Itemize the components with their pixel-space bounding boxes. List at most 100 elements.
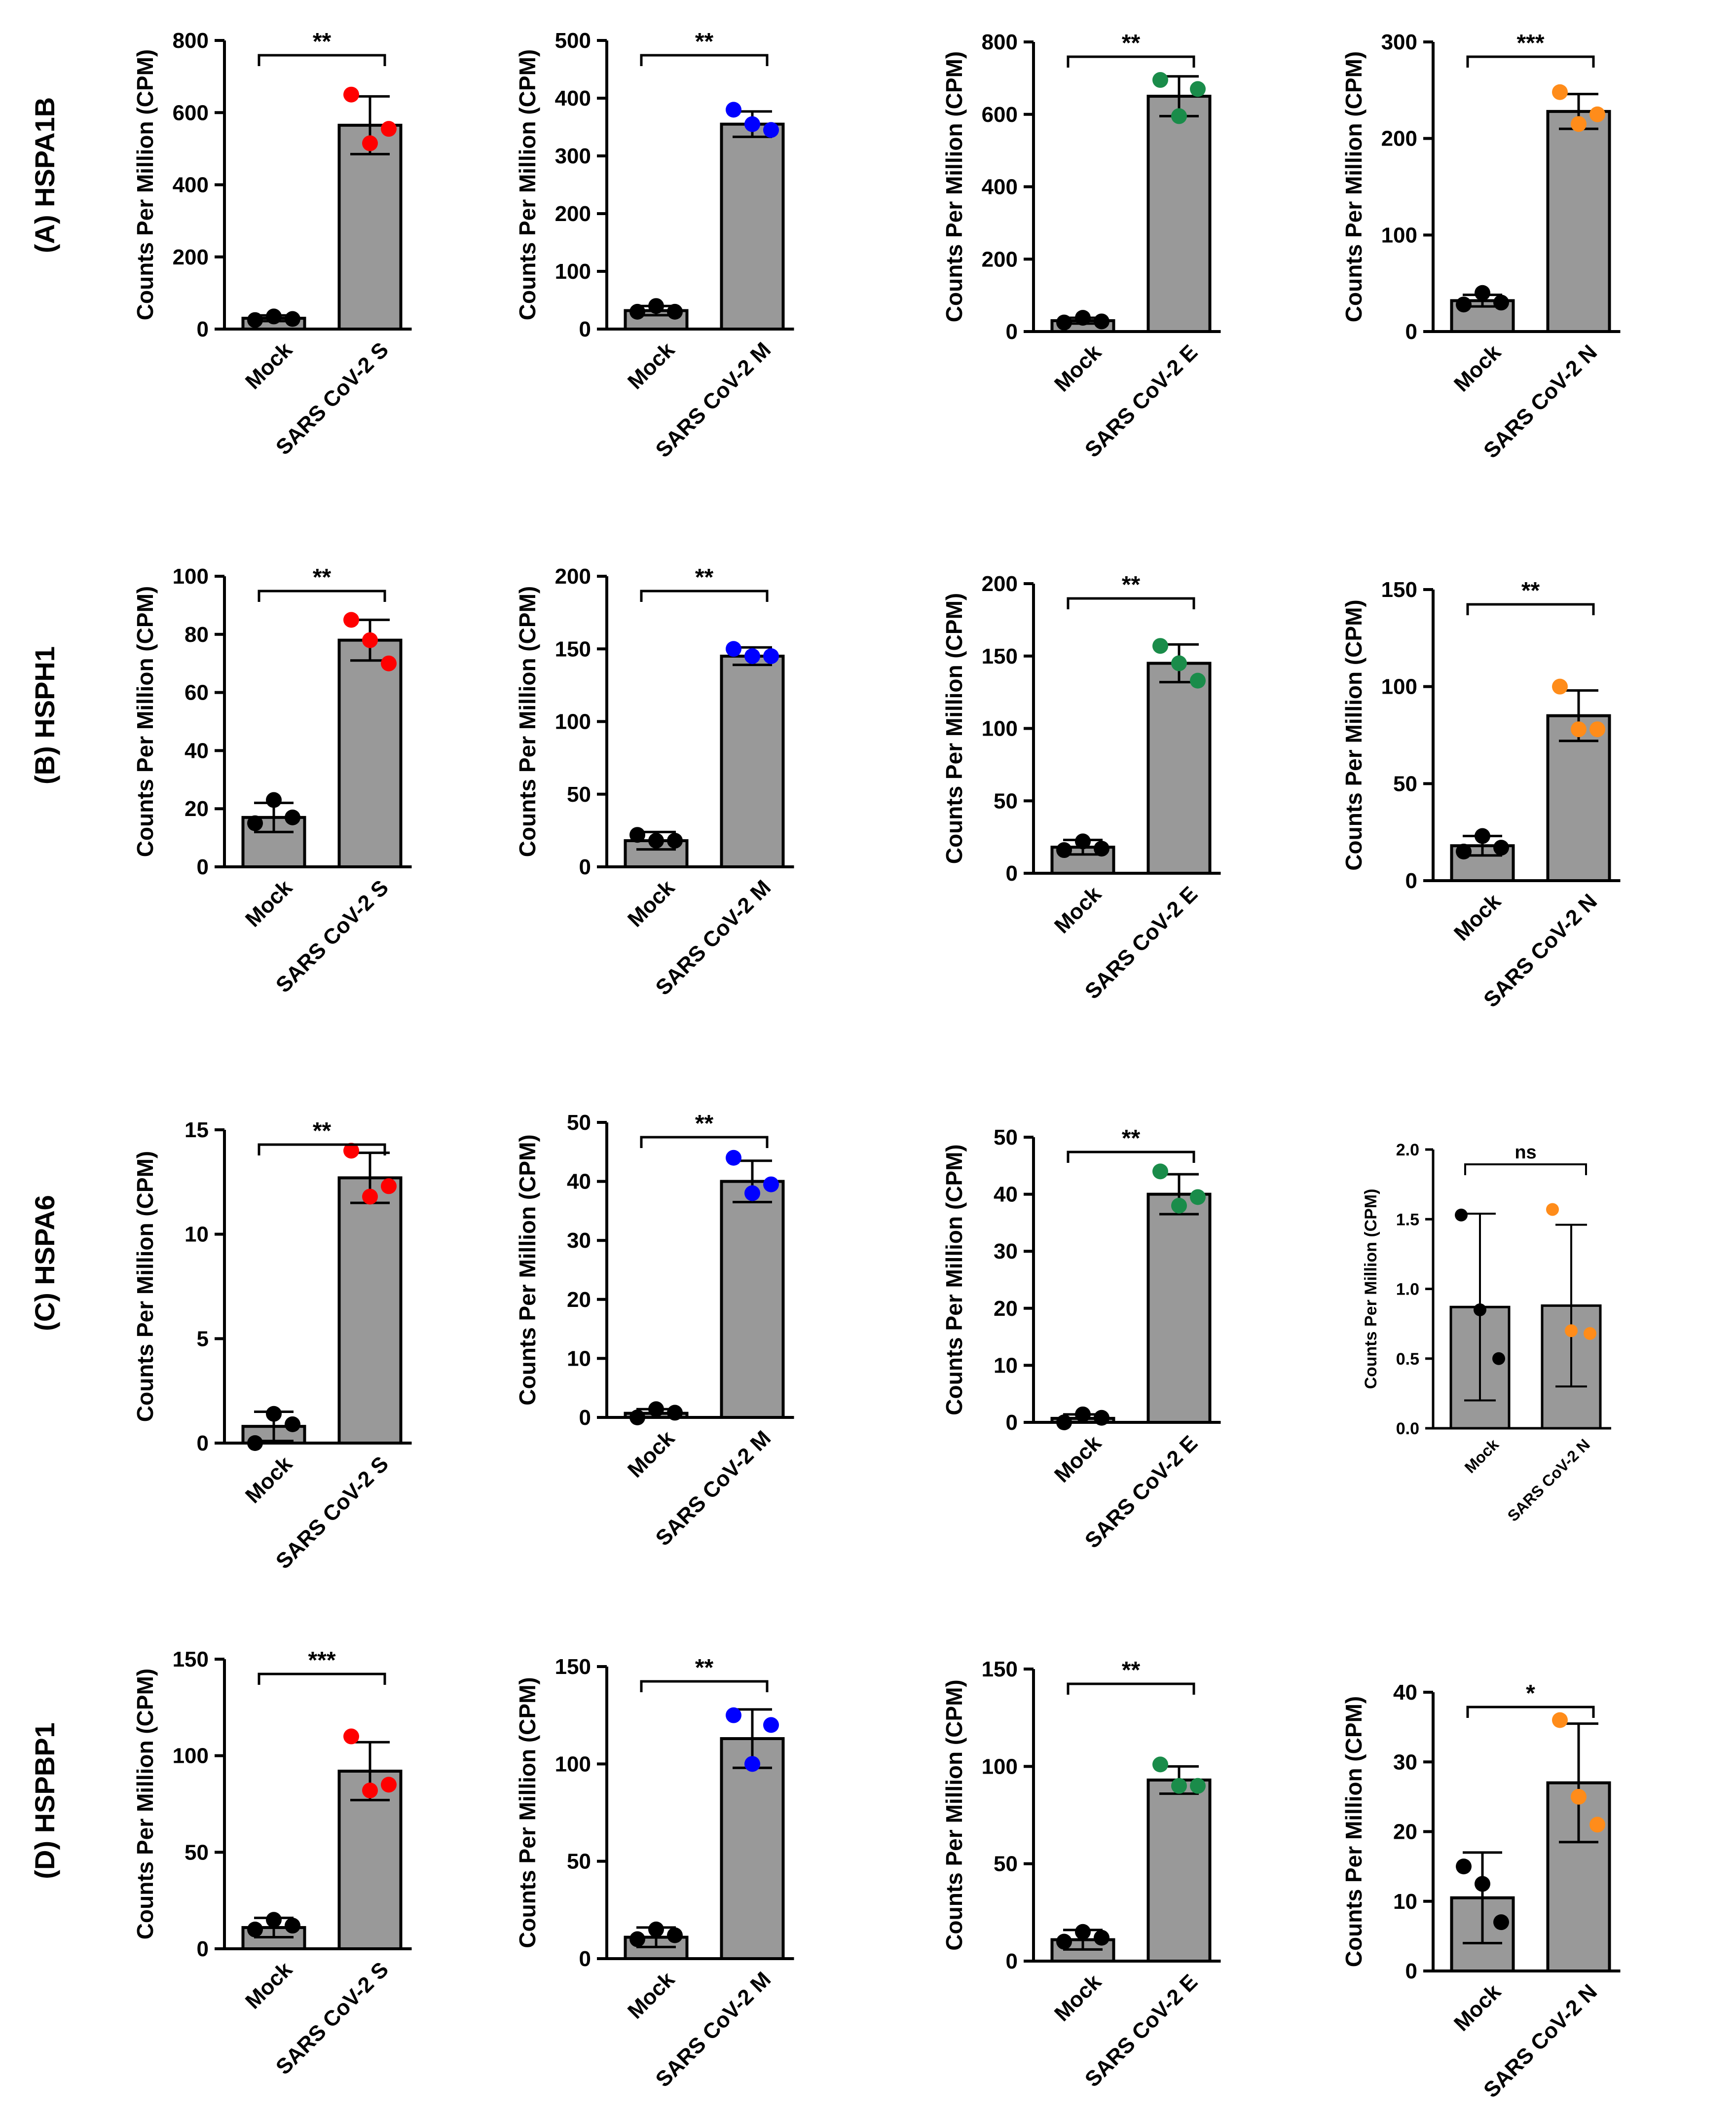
category-label-mock: Mock (623, 875, 680, 932)
y-axis-label: Counts Per Million (CPM) (515, 1134, 540, 1405)
data-point-treated (343, 1728, 359, 1745)
y-tick-label: 600 (982, 103, 1018, 127)
chart-hspa6-n: 0.0 0.5 1.0 1.5 2.0 Counts Per Million (CPM) M… (1362, 1141, 1611, 1525)
significance-label: *** (1516, 30, 1544, 56)
y-tick-label: 50 (994, 789, 1018, 813)
data-point-treated (1589, 721, 1605, 738)
category-label-mock: Mock (241, 337, 297, 394)
data-point-mock (1056, 314, 1072, 331)
y-tick-label: 0.0 (1396, 1419, 1419, 1438)
data-point-treated (1552, 1712, 1568, 1728)
y-axis-label: Counts Per Million (CPM) (941, 593, 967, 864)
y-tick-label: 50 (994, 1852, 1018, 1876)
data-point-treated (362, 632, 378, 648)
significance-bracket: ** (640, 29, 769, 66)
data-point-mock (1475, 828, 1490, 844)
data-point-mock (629, 303, 645, 320)
y-tick-label: 10 (567, 1346, 591, 1371)
data-point-treated (1571, 721, 1587, 738)
significance-label: ** (695, 1655, 714, 1681)
data-point-mock (629, 827, 645, 843)
y-axis-label: Counts Per Million (CPM) (132, 1151, 158, 1422)
data-point-mock (667, 1927, 683, 1943)
data-point-mock (1456, 844, 1472, 859)
significance-bracket: ** (258, 564, 386, 602)
y-tick-label: 150 (1381, 578, 1417, 602)
data-point-treated (343, 86, 359, 103)
bar-treated (1546, 714, 1611, 882)
data-point-treated (1171, 655, 1187, 671)
y-tick-label: 40 (994, 1183, 1018, 1207)
data-point-treated (381, 1777, 397, 1793)
data-point-treated (726, 641, 741, 657)
significance-bracket: ** (258, 29, 386, 66)
data-point-mock (1056, 842, 1072, 858)
category-label-mock: Mock (1050, 1431, 1107, 1487)
significance-label: ** (1122, 1125, 1141, 1152)
data-point-mock (285, 1918, 300, 1934)
row-label-b: (B) HSPH1 (29, 646, 60, 784)
data-point-treated (362, 135, 378, 151)
y-tick-label: 10 (994, 1353, 1018, 1377)
y-tick-label: 150 (173, 1647, 209, 1672)
data-point-treated (1589, 1817, 1605, 1833)
bar-treated (720, 1180, 785, 1419)
data-point-mock (1094, 313, 1109, 330)
category-label-mock: Mock (623, 1967, 680, 2024)
y-tick-label: 100 (982, 1754, 1018, 1779)
y-axis-label: Counts Per Million (CPM) (515, 586, 540, 857)
category-label-mock: Mock (1449, 340, 1506, 397)
y-axis-label: Counts Per Million (CPM) (1341, 1696, 1367, 1967)
data-point-treated (763, 648, 779, 664)
data-point-mock (667, 832, 683, 849)
y-tick-label: 1.0 (1396, 1280, 1419, 1299)
data-point-treated (1152, 1163, 1168, 1180)
y-tick-label: 15 (185, 1118, 209, 1142)
row-label-a: (A) HSPA1B (29, 97, 60, 253)
y-tick-label: 50 (1393, 772, 1417, 796)
data-point-mock (667, 303, 683, 320)
y-tick-label: 20 (994, 1297, 1018, 1321)
y-tick-label: 300 (1381, 30, 1417, 54)
y-tick-label: 30 (567, 1228, 591, 1253)
chart-hspa1b-e: 0 200 400 600 800 Counts Per Million (CPM) Moc… (941, 30, 1221, 462)
y-tick-label: 100 (1381, 675, 1417, 699)
data-point-treated (343, 1143, 359, 1159)
y-tick-label: 200 (555, 564, 591, 589)
y-tick-label: 0 (197, 1937, 209, 1961)
y-tick-label: 10 (1393, 1890, 1417, 1914)
data-point-mock (266, 1406, 282, 1422)
data-point-mock (1056, 1933, 1072, 1950)
y-tick-label: 10 (185, 1223, 209, 1247)
data-point-mock (648, 1921, 664, 1937)
y-axis-label: Counts Per Million (CPM) (515, 1677, 540, 1948)
y-tick-label: 200 (1381, 127, 1417, 151)
significance-bracket: ns (1464, 1142, 1587, 1175)
y-tick-label: 80 (185, 623, 209, 647)
data-point-mock (1475, 1876, 1490, 1892)
significance-label: ** (313, 564, 332, 591)
data-point-treated (1171, 1197, 1187, 1214)
data-point-treated (1152, 72, 1168, 88)
category-label-treated: SARS CoV-2 N (1504, 1435, 1593, 1524)
y-tick-label: 40 (1393, 1680, 1417, 1705)
y-tick-label: 100 (982, 717, 1018, 741)
data-point-treated (1584, 1327, 1596, 1340)
y-tick-label: 50 (567, 1850, 591, 1874)
data-point-treated (726, 1707, 741, 1723)
significance-bracket: *** (258, 1647, 386, 1685)
significance-bracket: * (1466, 1680, 1595, 1718)
data-point-mock (266, 792, 282, 808)
data-point-treated (1152, 638, 1168, 654)
data-point-mock (1075, 310, 1091, 326)
bar-treated (337, 1176, 403, 1445)
significance-label: ns (1514, 1142, 1536, 1163)
y-axis-label: Counts Per Million (CPM) (941, 51, 967, 322)
y-tick-label: 1.5 (1396, 1210, 1419, 1229)
